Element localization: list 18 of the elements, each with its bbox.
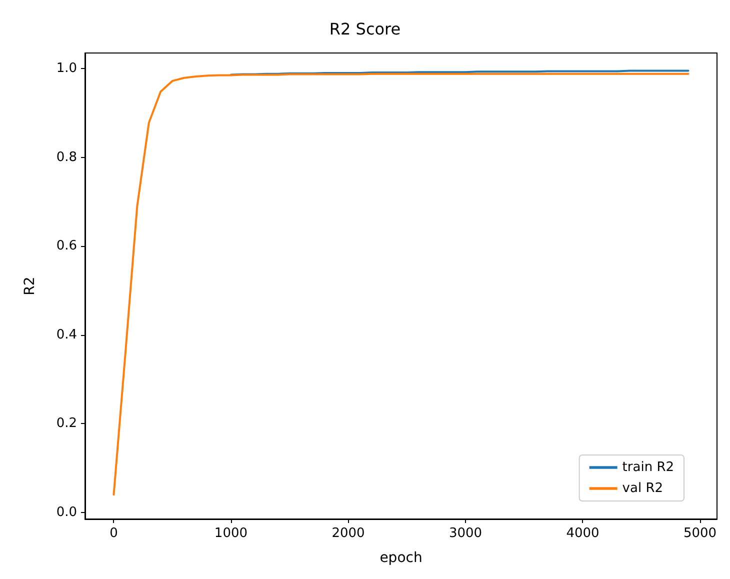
x-tick-label: 5000 bbox=[683, 526, 717, 541]
x-tick-label: 2000 bbox=[332, 526, 365, 541]
chart-title: R2 Score bbox=[329, 20, 401, 38]
legend-label: val R2 bbox=[622, 481, 664, 496]
y-tick-label: 0.6 bbox=[56, 238, 77, 254]
x-tick-label: 4000 bbox=[566, 526, 600, 541]
y-axis-title: R2 bbox=[22, 276, 38, 296]
y-tick-label: 1.0 bbox=[56, 61, 77, 76]
y-tick-label: 0.4 bbox=[56, 327, 77, 342]
x-tick-label: 0 bbox=[110, 526, 118, 541]
y-tick-label: 0.8 bbox=[56, 150, 77, 165]
legend-label: train R2 bbox=[622, 460, 674, 475]
x-tick-label: 1000 bbox=[214, 526, 248, 541]
x-axis-title: epoch bbox=[380, 550, 422, 566]
y-tick-label: 0.0 bbox=[56, 504, 77, 520]
line-series bbox=[112, 72, 690, 496]
x-tick-label: 3000 bbox=[448, 526, 482, 541]
y-tick-label: 0.2 bbox=[56, 416, 77, 432]
